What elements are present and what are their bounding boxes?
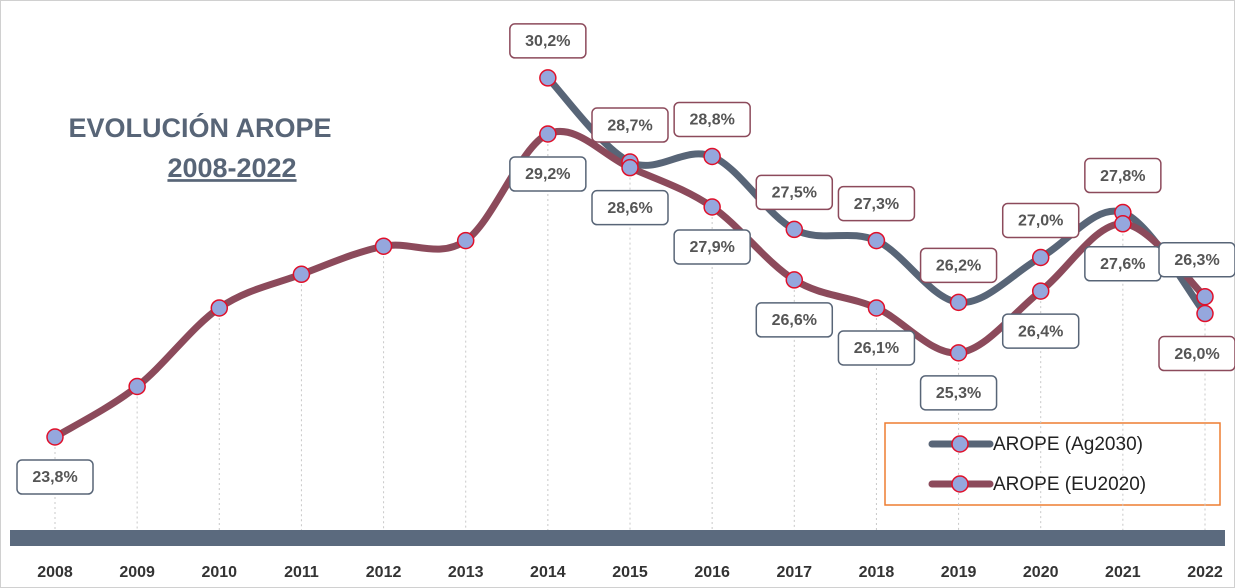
x-tick-label: 2012: [366, 564, 402, 581]
data-label: 27,5%: [772, 185, 817, 202]
marker: [1196, 287, 1214, 306]
marker: [867, 299, 886, 317]
legend-label: AROPE (EU2020): [993, 474, 1146, 495]
marker: [867, 231, 886, 250]
data-label: 27,8%: [1100, 168, 1145, 185]
marker: [785, 220, 804, 239]
label-box: [509, 23, 587, 59]
x-tick-label: 2011: [284, 564, 319, 581]
x-tick-label: 2013: [448, 564, 484, 581]
x-tick-label: 2016: [694, 564, 730, 581]
marker: [456, 231, 475, 250]
label-box: [591, 107, 669, 143]
marker: [785, 271, 804, 289]
data-label: 27,0%: [1018, 213, 1063, 230]
data-label: 28,8%: [689, 112, 734, 129]
label-box: [837, 185, 916, 222]
x-tick-label: 2021: [1105, 564, 1141, 581]
marker: [292, 265, 311, 284]
marker: [46, 428, 64, 446]
data-label: 26,4%: [1018, 323, 1063, 340]
data-label: 29,2%: [525, 166, 570, 183]
data-label: 26,3%: [1174, 252, 1219, 269]
label-box: [591, 189, 669, 226]
x-tick-label: 2018: [859, 564, 895, 581]
marker: [1031, 248, 1050, 267]
x-tick-label: 2015: [612, 564, 648, 581]
marker: [949, 293, 968, 312]
marker: [703, 198, 721, 216]
x-tick-label: 2009: [119, 564, 155, 581]
data-label: 26,0%: [1174, 346, 1219, 363]
legend-label: AROPE (Ag2030): [993, 434, 1143, 455]
data-label: 28,7%: [607, 117, 652, 134]
marker: [128, 377, 146, 396]
label-box: [673, 229, 751, 265]
chart-title: EVOLUCIÓN AROPE: [68, 112, 331, 143]
marker: [539, 69, 557, 87]
x-tick-label: 2014: [530, 564, 566, 581]
x-tick-label: 2008: [37, 564, 73, 581]
marker: [621, 158, 639, 177]
marker: [703, 147, 721, 166]
data-label: 28,6%: [607, 200, 652, 217]
data-label: 27,3%: [854, 196, 899, 213]
x-tick-label: 2010: [201, 564, 237, 581]
data-label: 23,8%: [32, 469, 77, 486]
marker: [374, 237, 393, 255]
data-label: 26,6%: [772, 312, 817, 329]
legend-marker: [951, 435, 969, 453]
x-tick-label: 2019: [941, 564, 977, 581]
label-box: [837, 330, 916, 366]
chart-subtitle: 2008-2022: [167, 153, 296, 183]
label-box: [509, 156, 587, 192]
label-box: [1001, 202, 1080, 239]
data-label: 27,9%: [689, 239, 734, 256]
data-label: 26,2%: [936, 258, 981, 275]
marker: [210, 299, 229, 317]
marker: [1196, 304, 1214, 323]
marker: [949, 344, 968, 362]
marker: [1114, 215, 1132, 233]
x-tick-label: 2022: [1187, 564, 1223, 581]
data-label: 30,2%: [525, 33, 570, 50]
label-box: [1158, 335, 1235, 372]
label-box: [919, 247, 998, 284]
marker: [1031, 282, 1050, 300]
label-box: [16, 459, 94, 495]
data-label: 27,6%: [1100, 256, 1145, 273]
x-tick-label: 2020: [1023, 564, 1059, 581]
label-box: [1001, 313, 1080, 349]
data-label: 26,1%: [854, 340, 899, 357]
legend-marker: [951, 475, 969, 493]
axis-band: [10, 530, 1225, 546]
marker: [539, 125, 557, 143]
label-box: [1158, 241, 1235, 278]
label-box: [673, 101, 751, 138]
data-label: 25,3%: [936, 385, 981, 402]
label-box: [755, 174, 834, 211]
label-box: [919, 375, 998, 411]
legend-box: [884, 422, 1221, 506]
label-box: [1084, 157, 1162, 194]
label-box: [755, 302, 834, 338]
x-tick-label: 2017: [776, 564, 812, 581]
